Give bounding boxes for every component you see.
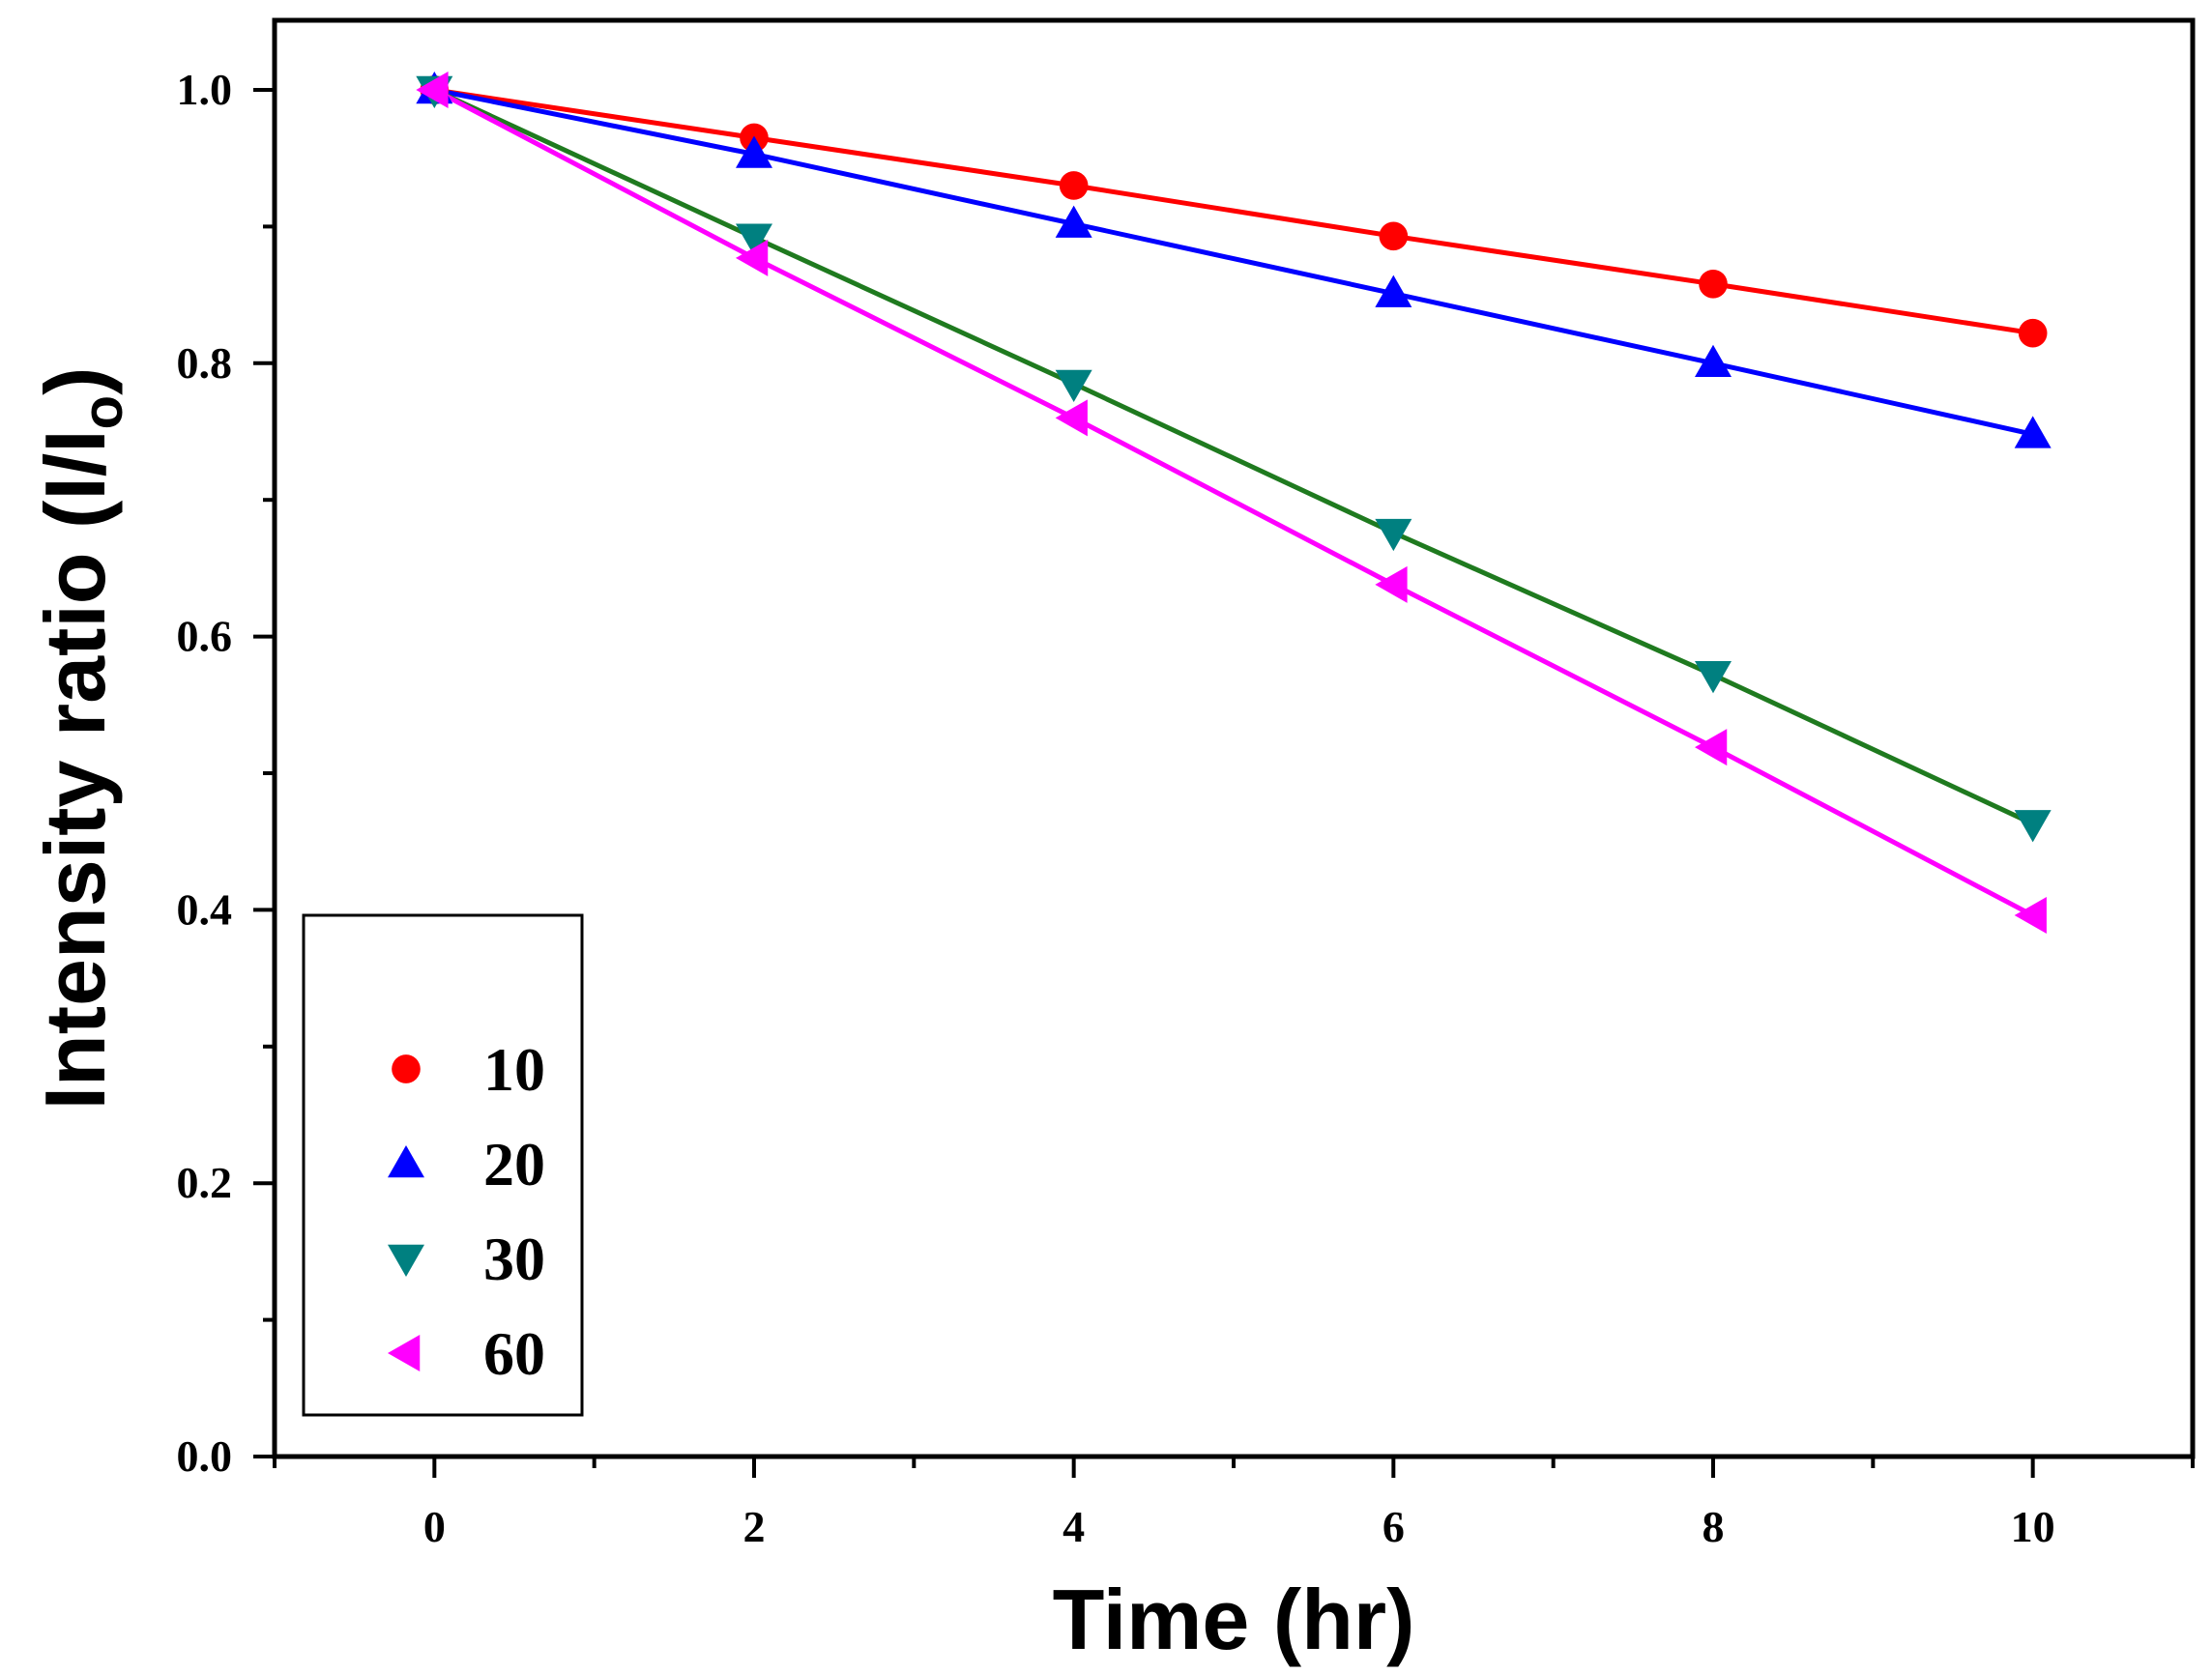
x-axis-ticks: 0 2 4 6 8 10: [273, 1457, 2195, 1551]
legend-label-10: 10: [483, 1035, 545, 1104]
data-point-60: [1695, 729, 1728, 766]
y-tick-label: 0.8: [177, 338, 233, 388]
x-tick-label: 6: [1382, 1502, 1405, 1551]
y-tick-label: 0.0: [177, 1431, 233, 1481]
y-tick-label: 1.0: [177, 65, 233, 114]
legend-label-30: 30: [483, 1225, 545, 1293]
y-axis-title-close: ): [27, 367, 123, 395]
legend-label-60: 60: [483, 1319, 545, 1388]
series-line-30: [433, 87, 2034, 826]
x-tick-label: 0: [423, 1502, 446, 1551]
data-point-10: [1059, 171, 1089, 200]
y-axis-ticks: 0.0 0.2 0.4 0.6 0.8 1.0: [177, 65, 275, 1481]
x-tick-label: 10: [2011, 1502, 2055, 1551]
y-tick-label: 0.4: [177, 884, 233, 934]
y-axis-title-subscript: o: [72, 395, 134, 429]
x-tick-label: 2: [743, 1502, 766, 1551]
data-point-20: [1375, 274, 1412, 307]
y-axis-title: Intensity ratio (I/Io): [27, 367, 134, 1111]
legend: 10 20 30 60: [302, 913, 584, 1417]
x-axis-title: Time (hr): [1053, 1572, 1415, 1667]
legend-marker-20: [388, 1145, 424, 1178]
data-point-30: [1055, 369, 1092, 403]
data-point-60: [1375, 565, 1408, 603]
data-point-10: [2018, 318, 2048, 348]
data-point-30: [1375, 518, 1412, 552]
series-line-10: [433, 87, 2034, 336]
data-point-20: [1055, 205, 1092, 238]
data-point-60: [736, 239, 769, 276]
y-axis-title-main: Intensity ratio (I/I: [27, 429, 123, 1110]
data-point-10: [1699, 269, 1728, 299]
data-point-60: [1055, 399, 1088, 437]
legend-marker-30: [388, 1244, 424, 1277]
data-point-60: [2014, 897, 2047, 935]
series-line-60: [433, 87, 2034, 918]
data-point-30: [1695, 660, 1732, 694]
x-tick-label: 4: [1062, 1502, 1085, 1551]
legend-label-20: 20: [483, 1130, 545, 1198]
y-tick-label: 0.2: [177, 1158, 233, 1207]
series-lines: [433, 87, 2034, 918]
data-point-20: [736, 135, 772, 168]
data-point-30: [736, 223, 772, 256]
data-point-20: [1695, 344, 1732, 378]
data-point-10: [1379, 221, 1409, 251]
y-tick-label: 0.6: [177, 612, 233, 661]
data-point-20: [2014, 416, 2052, 448]
data-point-60: [416, 72, 449, 108]
data-point-30: [2014, 810, 2052, 843]
x-tick-label: 8: [1703, 1502, 1725, 1551]
legend-box: [302, 913, 584, 1417]
legend-marker-10: [392, 1054, 421, 1083]
legend-marker-60: [388, 1335, 421, 1371]
series-markers: [416, 72, 2052, 935]
series-line-20: [433, 87, 2034, 437]
